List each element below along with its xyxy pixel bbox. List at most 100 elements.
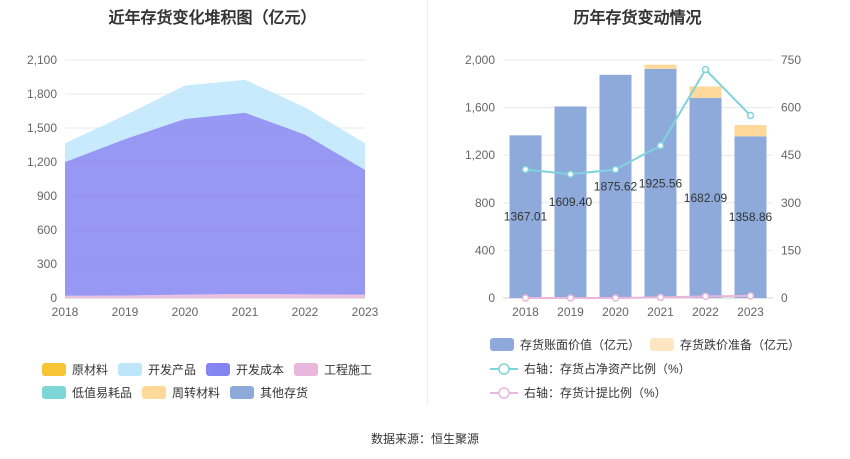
divider	[427, 0, 428, 405]
bar-data-label: 1875.62	[594, 179, 638, 193]
legend-label: 低值易耗品	[72, 386, 133, 400]
bar-provision	[689, 86, 722, 98]
left-chart-title: 近年存货变化堆积图（亿元）	[108, 10, 317, 27]
x-tick-label: 2019	[112, 305, 139, 319]
bar-book-value	[554, 106, 587, 298]
legend-label: 存货账面价值（亿元）	[520, 338, 641, 352]
legend-label: 周转材料	[172, 386, 221, 400]
x-tick-label: 2018	[512, 305, 539, 319]
x-tick-label: 2023	[737, 305, 764, 319]
line-series-0	[525, 67, 752, 176]
bar-provision	[644, 64, 677, 69]
line-point	[521, 294, 530, 302]
legend-item-turnover[interactable]: 周转材料	[142, 384, 220, 401]
line-point	[521, 165, 530, 174]
y2-tick-label: 450	[781, 148, 801, 162]
line-point	[746, 111, 755, 120]
line-marker-icon	[490, 362, 518, 375]
y-tick-label: 2,000	[465, 53, 495, 67]
legend-swatch	[42, 386, 66, 399]
legend-swatch	[142, 386, 166, 399]
legend-item-other[interactable]: 其他存货	[230, 384, 308, 401]
legend-item-provision[interactable]: 存货跌价准备（亿元）	[650, 336, 800, 353]
y-tick-label: 1,500	[27, 121, 57, 135]
legend-label: 其他存货	[260, 386, 309, 400]
legend-label: 原材料	[72, 363, 109, 377]
y2-tick-label: 150	[781, 243, 801, 257]
charts-canvas: 0 300 600 900 1,200 1,500 1,800 2,100 2018 2019 20…	[27, 53, 801, 319]
line-point	[566, 294, 575, 302]
bar-data-label: 1609.40	[549, 195, 593, 209]
line-point	[611, 294, 620, 302]
legend-swatch	[490, 338, 514, 351]
bar-data-label: 1682.09	[684, 191, 728, 205]
legend-item-dev-product[interactable]: 开发产品	[118, 361, 196, 378]
bar-book-value	[599, 74, 632, 298]
area-series-开发产品	[65, 79, 365, 170]
legend-swatch	[206, 363, 230, 376]
y-tick-label: 600	[37, 223, 57, 237]
y-tick-label: 1,800	[27, 87, 57, 101]
bar-data-label: 1367.01	[504, 210, 548, 224]
y-tick-label: 0	[488, 291, 495, 305]
area-series-工程施工	[65, 294, 365, 298]
data-source: 数据来源：恒生聚源	[370, 432, 479, 446]
y-tick-label: 1,600	[465, 101, 495, 115]
legend-item-construction[interactable]: 工程施工	[294, 361, 372, 378]
bar-provision	[734, 124, 767, 137]
bar-data-label: 1358.86	[729, 210, 773, 224]
legend-swatch	[294, 363, 318, 376]
line-point	[701, 65, 710, 74]
bar-book-value	[689, 97, 722, 298]
legend-item-inventory-ratio[interactable]: 右轴：存货占净资产比例（%）	[490, 360, 691, 377]
y-tick-label: 1,200	[465, 148, 495, 162]
line-point	[656, 293, 665, 302]
legend-swatch	[42, 363, 66, 376]
y-tick-label: 400	[475, 243, 495, 257]
x-tick-label: 2022	[292, 305, 319, 319]
line-point	[746, 292, 755, 300]
x-tick-label: 2020	[602, 305, 629, 319]
legend-item-raw-material[interactable]: 原材料	[42, 361, 108, 378]
y-tick-label: 0	[50, 291, 57, 305]
y-tick-label: 1,200	[27, 155, 57, 169]
legend-swatch	[118, 363, 142, 376]
legend-item-book-value[interactable]: 存货账面价值（亿元）	[490, 336, 640, 353]
line-point	[656, 141, 665, 150]
x-tick-label: 2021	[647, 305, 674, 319]
line-point	[701, 292, 710, 301]
x-tick-label: 2022	[692, 305, 719, 319]
legend-item-provision-ratio[interactable]: 右轴：存货计提比例（%）	[490, 384, 667, 401]
area-series-开发成本	[65, 112, 365, 296]
bar-book-value	[509, 135, 542, 298]
y2-tick-label: 600	[781, 101, 801, 115]
right-chart-title: 历年存货变动情况	[573, 10, 702, 27]
legend-label: 右轴：存货占净资产比例（%）	[524, 362, 691, 376]
legend-label: 右轴：存货计提比例（%）	[524, 386, 667, 400]
x-tick-label: 2020	[172, 305, 199, 319]
legend-item-low-value[interactable]: 低值易耗品	[42, 384, 132, 401]
legend-label: 工程施工	[324, 363, 373, 377]
y-tick-label: 300	[37, 257, 57, 271]
legend-swatch	[230, 386, 254, 399]
legend-swatch	[650, 338, 674, 351]
legend-item-dev-cost[interactable]: 开发成本	[206, 361, 284, 378]
line-point	[566, 170, 575, 178]
y2-tick-label: 0	[781, 291, 788, 305]
line-marker-icon	[490, 386, 518, 399]
legend-label: 存货跌价准备（亿元）	[680, 338, 801, 352]
bar-book-value	[734, 136, 767, 298]
y-tick-label: 2,100	[27, 53, 57, 67]
bar-book-value	[644, 68, 677, 298]
x-tick-label: 2018	[52, 305, 79, 319]
x-tick-label: 2023	[352, 305, 379, 319]
x-tick-label: 2021	[232, 305, 259, 319]
line-point	[611, 165, 620, 174]
y2-tick-label: 300	[781, 196, 801, 210]
x-tick-label: 2019	[557, 305, 584, 319]
line-series-1	[525, 294, 751, 299]
bar-data-label: 1925.56	[639, 176, 683, 190]
legend-label: 开发产品	[148, 363, 197, 377]
y2-tick-label: 750	[781, 53, 801, 67]
y-tick-label: 900	[37, 189, 57, 203]
